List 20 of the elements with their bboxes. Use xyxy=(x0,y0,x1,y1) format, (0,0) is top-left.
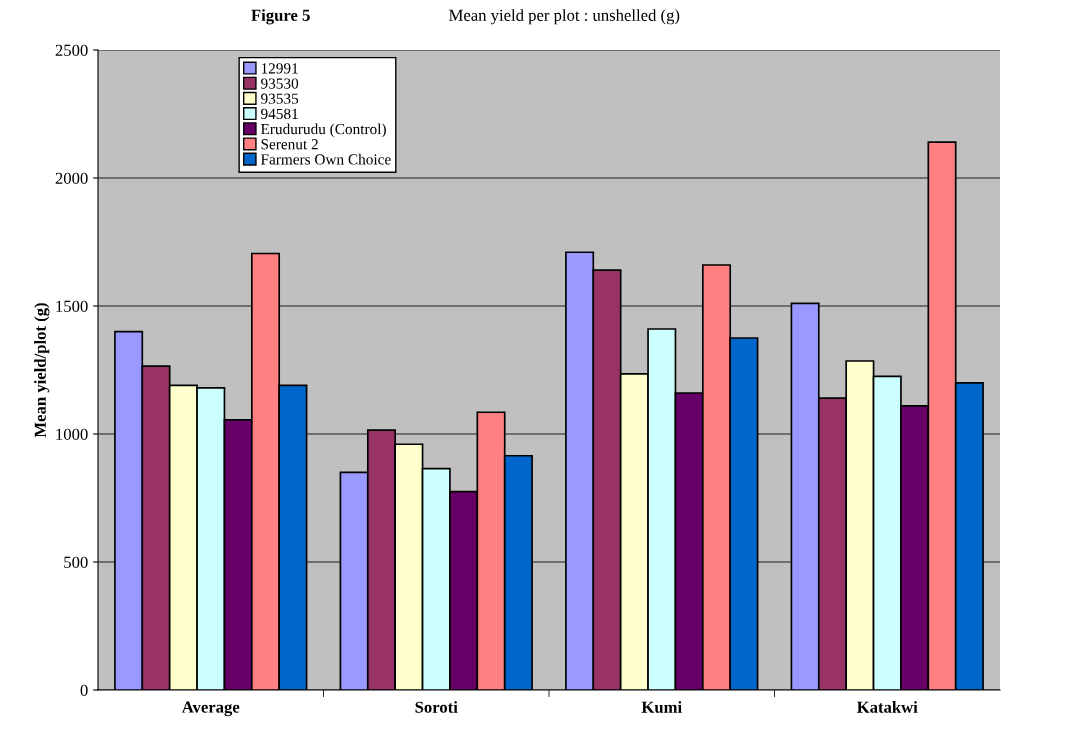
chart-subtitle: Mean yield per plot : unshelled (g) xyxy=(449,9,680,25)
y-tick-label: 2500 xyxy=(55,44,88,56)
y-tick-label: 2000 xyxy=(55,172,88,184)
y-axis-title: Mean yield/plot (g) xyxy=(34,303,50,438)
legend-label: 93535 xyxy=(261,93,299,104)
x-tick-label: Average xyxy=(181,701,240,717)
y-tick-label: 1500 xyxy=(56,300,88,312)
x-tick-label: Kumi xyxy=(641,701,682,713)
legend-label: 93530 xyxy=(261,78,299,89)
legend-label: Serenut 2 xyxy=(261,139,318,150)
x-tick-label: Katakwi xyxy=(856,701,918,713)
y-tick-label: 1000 xyxy=(56,428,88,440)
legend-label: 94581 xyxy=(261,108,298,120)
legend-label: Erudurudu (Control) xyxy=(260,123,386,138)
y-tick-label: 0 xyxy=(80,684,88,696)
x-tick-label: Soroti xyxy=(415,701,458,713)
legend-label: Farmers Own Choice xyxy=(260,153,391,165)
legend-label: 12991 xyxy=(261,63,298,74)
chart-title: Figure 5 xyxy=(251,9,310,25)
y-tick-label: 500 xyxy=(64,556,88,568)
